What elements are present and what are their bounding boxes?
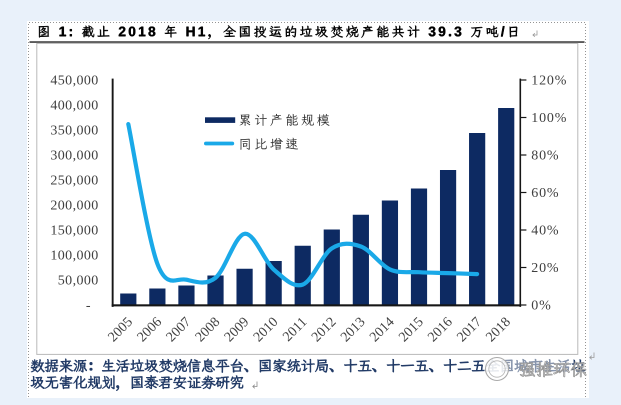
svg-text:40%: 40% bbox=[531, 224, 559, 239]
svg-text:300,000: 300,000 bbox=[50, 149, 98, 164]
svg-text:100%: 100% bbox=[531, 111, 567, 126]
svg-text:-: - bbox=[86, 299, 91, 314]
svg-text:80%: 80% bbox=[531, 149, 559, 164]
svg-text:400,000: 400,000 bbox=[50, 99, 98, 114]
svg-text:250,000: 250,000 bbox=[50, 174, 98, 189]
svg-text:200,000: 200,000 bbox=[50, 199, 98, 214]
svg-text:100,000: 100,000 bbox=[50, 249, 98, 264]
svg-text:0%: 0% bbox=[531, 299, 551, 314]
svg-text:50,000: 50,000 bbox=[58, 274, 99, 289]
svg-text:60%: 60% bbox=[531, 186, 559, 201]
svg-text:150,000: 150,000 bbox=[50, 224, 98, 239]
svg-text:450,000: 450,000 bbox=[50, 74, 98, 89]
svg-text:120%: 120% bbox=[531, 74, 567, 89]
svg-text:350,000: 350,000 bbox=[50, 124, 98, 139]
svg-text:20%: 20% bbox=[531, 261, 559, 276]
